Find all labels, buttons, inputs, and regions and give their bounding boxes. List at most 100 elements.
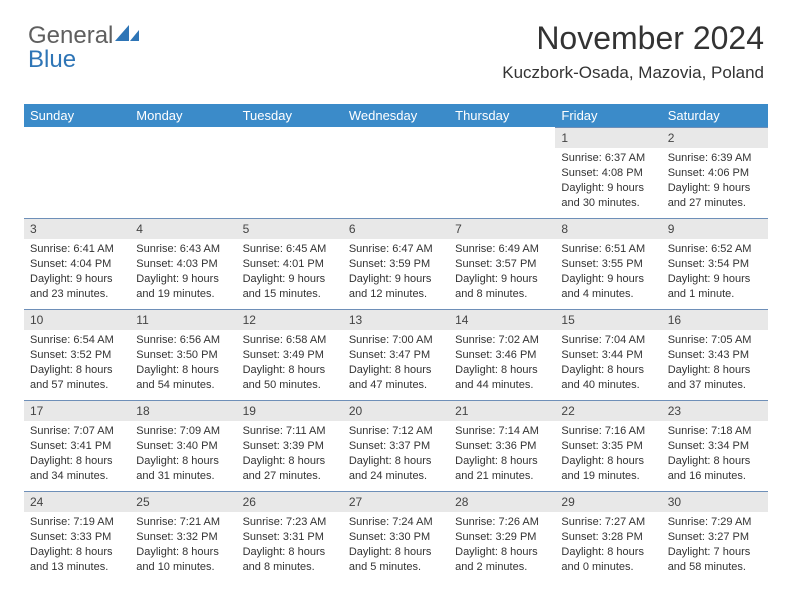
sunrise-line: Sunrise: 7:18 AM <box>668 424 762 439</box>
calendar-cell: 20Sunrise: 7:12 AMSunset: 3:37 PMDayligh… <box>343 400 449 491</box>
sunset-line: Sunset: 3:34 PM <box>668 439 762 454</box>
day-number: 10 <box>24 309 130 330</box>
daylight-line: Daylight: 8 hours and 44 minutes. <box>455 363 549 393</box>
sunrise-line: Sunrise: 6:37 AM <box>561 151 655 166</box>
calendar-cell: 4Sunrise: 6:43 AMSunset: 4:03 PMDaylight… <box>130 218 236 309</box>
day-number: 15 <box>555 309 661 330</box>
calendar-cell: 10Sunrise: 6:54 AMSunset: 3:52 PMDayligh… <box>24 309 130 400</box>
day-content: Sunrise: 7:29 AMSunset: 3:27 PMDaylight:… <box>662 512 768 578</box>
sunset-line: Sunset: 4:08 PM <box>561 166 655 181</box>
daylight-line: Daylight: 8 hours and 24 minutes. <box>349 454 443 484</box>
sunrise-line: Sunrise: 6:45 AM <box>243 242 337 257</box>
calendar-week-row: 17Sunrise: 7:07 AMSunset: 3:41 PMDayligh… <box>24 400 768 491</box>
calendar-cell: 17Sunrise: 7:07 AMSunset: 3:41 PMDayligh… <box>24 400 130 491</box>
sunrise-line: Sunrise: 7:21 AM <box>136 515 230 530</box>
day-content: Sunrise: 7:21 AMSunset: 3:32 PMDaylight:… <box>130 512 236 578</box>
sunset-line: Sunset: 3:39 PM <box>243 439 337 454</box>
calendar-cell: 6Sunrise: 6:47 AMSunset: 3:59 PMDaylight… <box>343 218 449 309</box>
daylight-line: Daylight: 8 hours and 27 minutes. <box>243 454 337 484</box>
calendar-cell: 11Sunrise: 6:56 AMSunset: 3:50 PMDayligh… <box>130 309 236 400</box>
day-number: 7 <box>449 218 555 239</box>
day-number: 30 <box>662 491 768 512</box>
daylight-line: Daylight: 8 hours and 21 minutes. <box>455 454 549 484</box>
daylight-line: Daylight: 9 hours and 27 minutes. <box>668 181 762 211</box>
sunset-line: Sunset: 4:04 PM <box>30 257 124 272</box>
daylight-line: Daylight: 8 hours and 0 minutes. <box>561 545 655 575</box>
daylight-line: Daylight: 8 hours and 34 minutes. <box>30 454 124 484</box>
sunset-line: Sunset: 3:40 PM <box>136 439 230 454</box>
day-content: Sunrise: 7:19 AMSunset: 3:33 PMDaylight:… <box>24 512 130 578</box>
calendar-cell: 23Sunrise: 7:18 AMSunset: 3:34 PMDayligh… <box>662 400 768 491</box>
daylight-line: Daylight: 9 hours and 23 minutes. <box>30 272 124 302</box>
calendar-cell <box>343 127 449 218</box>
sunset-line: Sunset: 3:50 PM <box>136 348 230 363</box>
day-number: 6 <box>343 218 449 239</box>
day-number: 29 <box>555 491 661 512</box>
sunrise-line: Sunrise: 6:56 AM <box>136 333 230 348</box>
day-content: Sunrise: 6:54 AMSunset: 3:52 PMDaylight:… <box>24 330 130 396</box>
sunset-line: Sunset: 3:47 PM <box>349 348 443 363</box>
day-number: 16 <box>662 309 768 330</box>
day-content: Sunrise: 6:41 AMSunset: 4:04 PMDaylight:… <box>24 239 130 305</box>
calendar-cell: 27Sunrise: 7:24 AMSunset: 3:30 PMDayligh… <box>343 491 449 582</box>
sunrise-line: Sunrise: 6:41 AM <box>30 242 124 257</box>
sunrise-line: Sunrise: 7:19 AM <box>30 515 124 530</box>
sunrise-line: Sunrise: 7:23 AM <box>243 515 337 530</box>
page-title: November 2024 <box>502 20 764 57</box>
day-content: Sunrise: 6:37 AMSunset: 4:08 PMDaylight:… <box>555 148 661 214</box>
sunrise-line: Sunrise: 7:11 AM <box>243 424 337 439</box>
daylight-line: Daylight: 9 hours and 8 minutes. <box>455 272 549 302</box>
day-content: Sunrise: 6:39 AMSunset: 4:06 PMDaylight:… <box>662 148 768 214</box>
day-number: 26 <box>237 491 343 512</box>
sunset-line: Sunset: 3:44 PM <box>561 348 655 363</box>
day-content: Sunrise: 7:26 AMSunset: 3:29 PMDaylight:… <box>449 512 555 578</box>
day-content: Sunrise: 7:11 AMSunset: 3:39 PMDaylight:… <box>237 421 343 487</box>
daylight-line: Daylight: 9 hours and 30 minutes. <box>561 181 655 211</box>
calendar-table: SundayMondayTuesdayWednesdayThursdayFrid… <box>24 104 768 582</box>
sunrise-line: Sunrise: 7:29 AM <box>668 515 762 530</box>
day-number: 4 <box>130 218 236 239</box>
day-content: Sunrise: 7:24 AMSunset: 3:30 PMDaylight:… <box>343 512 449 578</box>
daylight-line: Daylight: 7 hours and 58 minutes. <box>668 545 762 575</box>
day-content: Sunrise: 7:27 AMSunset: 3:28 PMDaylight:… <box>555 512 661 578</box>
sunset-line: Sunset: 3:30 PM <box>349 530 443 545</box>
calendar-cell: 5Sunrise: 6:45 AMSunset: 4:01 PMDaylight… <box>237 218 343 309</box>
header-right: November 2024 Kuczbork-Osada, Mazovia, P… <box>502 20 764 83</box>
logo-triangle-icon <box>115 22 141 50</box>
day-header-tuesday: Tuesday <box>237 104 343 127</box>
calendar-week-row: 10Sunrise: 6:54 AMSunset: 3:52 PMDayligh… <box>24 309 768 400</box>
calendar-cell: 12Sunrise: 6:58 AMSunset: 3:49 PMDayligh… <box>237 309 343 400</box>
daylight-line: Daylight: 8 hours and 40 minutes. <box>561 363 655 393</box>
day-header-monday: Monday <box>130 104 236 127</box>
calendar-cell: 13Sunrise: 7:00 AMSunset: 3:47 PMDayligh… <box>343 309 449 400</box>
calendar-cell: 3Sunrise: 6:41 AMSunset: 4:04 PMDaylight… <box>24 218 130 309</box>
sunrise-line: Sunrise: 7:24 AM <box>349 515 443 530</box>
calendar-cell <box>449 127 555 218</box>
calendar-cell: 30Sunrise: 7:29 AMSunset: 3:27 PMDayligh… <box>662 491 768 582</box>
daylight-line: Daylight: 9 hours and 12 minutes. <box>349 272 443 302</box>
sunrise-line: Sunrise: 6:43 AM <box>136 242 230 257</box>
calendar-cell: 9Sunrise: 6:52 AMSunset: 3:54 PMDaylight… <box>662 218 768 309</box>
daylight-line: Daylight: 8 hours and 57 minutes. <box>30 363 124 393</box>
daylight-line: Daylight: 8 hours and 10 minutes. <box>136 545 230 575</box>
day-number: 24 <box>24 491 130 512</box>
day-content: Sunrise: 6:51 AMSunset: 3:55 PMDaylight:… <box>555 239 661 305</box>
sunset-line: Sunset: 3:31 PM <box>243 530 337 545</box>
day-content: Sunrise: 7:14 AMSunset: 3:36 PMDaylight:… <box>449 421 555 487</box>
sunrise-line: Sunrise: 6:47 AM <box>349 242 443 257</box>
calendar-cell: 28Sunrise: 7:26 AMSunset: 3:29 PMDayligh… <box>449 491 555 582</box>
calendar-cell <box>237 127 343 218</box>
sunrise-line: Sunrise: 6:49 AM <box>455 242 549 257</box>
day-content: Sunrise: 6:52 AMSunset: 3:54 PMDaylight:… <box>662 239 768 305</box>
sunset-line: Sunset: 3:28 PM <box>561 530 655 545</box>
sunset-line: Sunset: 3:29 PM <box>455 530 549 545</box>
day-header-wednesday: Wednesday <box>343 104 449 127</box>
day-content: Sunrise: 7:04 AMSunset: 3:44 PMDaylight:… <box>555 330 661 396</box>
day-number: 8 <box>555 218 661 239</box>
sunrise-line: Sunrise: 7:26 AM <box>455 515 549 530</box>
sunrise-line: Sunrise: 6:52 AM <box>668 242 762 257</box>
day-content: Sunrise: 6:49 AMSunset: 3:57 PMDaylight:… <box>449 239 555 305</box>
day-content: Sunrise: 7:05 AMSunset: 3:43 PMDaylight:… <box>662 330 768 396</box>
calendar-week-row: 3Sunrise: 6:41 AMSunset: 4:04 PMDaylight… <box>24 218 768 309</box>
daylight-line: Daylight: 8 hours and 2 minutes. <box>455 545 549 575</box>
